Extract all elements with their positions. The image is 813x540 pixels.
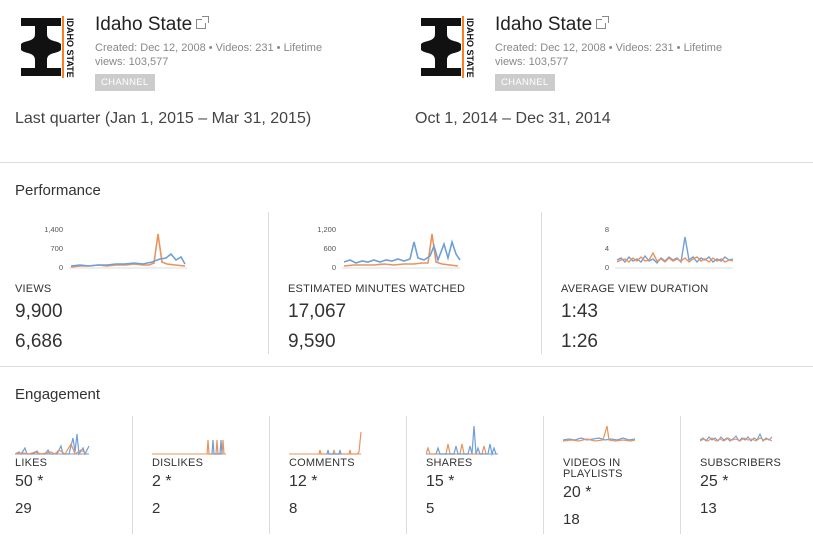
metric-views: VIEWS 9,900 6,686 xyxy=(15,284,63,353)
metric-label: VIDEOS IN PLAYLISTS xyxy=(563,457,623,480)
metric-subscribers: SUBSCRIBERS 25 * 13 xyxy=(700,457,782,518)
metric-label: VIEWS xyxy=(15,283,52,295)
metric-label: SHARES xyxy=(426,457,473,469)
external-link-icon[interactable] xyxy=(596,16,610,29)
metric-current: 50 * xyxy=(15,473,44,490)
svg-text:1,400: 1,400 xyxy=(44,225,63,234)
metric-likes: LIKES 50 * 29 xyxy=(15,457,48,518)
divider xyxy=(0,162,813,163)
metric-current: 20 * xyxy=(563,484,592,501)
column-divider xyxy=(268,212,269,354)
column-divider xyxy=(541,212,542,354)
metric-previous: 29 xyxy=(15,500,32,517)
metric-current: 17,067 xyxy=(288,301,347,322)
channel-meta: Created: Dec 12, 2008 • Videos: 231 • Li… xyxy=(95,42,323,68)
metric-dislikes: DISLIKES 2 * 2 xyxy=(152,457,204,518)
metric-label: ESTIMATED MINUTES WATCHED xyxy=(288,283,466,295)
metric-current: 2 * xyxy=(152,473,172,490)
svg-text:4: 4 xyxy=(605,244,609,253)
svg-text:1,200: 1,200 xyxy=(317,225,336,234)
metric-videos-in-playlists: VIDEOS IN PLAYLISTS 20 * 18 xyxy=(563,457,643,529)
channel-badge: CHANNEL xyxy=(95,74,155,91)
channel-meta: Created: Dec 12, 2008 • Videos: 231 • Li… xyxy=(495,42,723,68)
metric-label: COMMENTS xyxy=(289,457,355,469)
svg-text:600: 600 xyxy=(323,244,336,253)
metric-previous: 2 xyxy=(152,500,161,517)
channel-logo[interactable]: IDAHO STATE xyxy=(417,12,481,82)
metric-previous: 13 xyxy=(700,500,717,517)
metric-current: 12 * xyxy=(289,473,318,490)
metric-current: 15 * xyxy=(426,473,455,490)
logo-text: IDAHO STATE xyxy=(65,18,75,78)
metric-label: DISLIKES xyxy=(152,457,204,469)
views-sparkline[interactable]: 1,400 700 0 xyxy=(35,224,195,279)
date-range-previous[interactable]: Oct 1, 2014 – Dec 31, 2014 xyxy=(415,110,611,127)
engagement-title: Engagement xyxy=(15,386,101,403)
divider xyxy=(0,366,813,367)
metric-previous: 8 xyxy=(289,500,298,517)
metric-label: AVERAGE VIEW DURATION xyxy=(561,283,709,295)
metric-current: 25 * xyxy=(700,473,729,490)
channel-logo[interactable]: IDAHO STATE xyxy=(17,12,81,82)
svg-text:8: 8 xyxy=(605,225,609,234)
channel-name[interactable]: Idaho State xyxy=(495,14,593,35)
metric-label: SUBSCRIBERS xyxy=(700,457,782,469)
metric-comments: COMMENTS 12 * 8 xyxy=(289,457,355,518)
svg-text:0: 0 xyxy=(605,263,609,272)
metric-minutes-watched: ESTIMATED MINUTES WATCHED 17,067 9,590 xyxy=(288,284,465,353)
playlists-sparkline[interactable] xyxy=(562,420,639,451)
shares-sparkline[interactable] xyxy=(425,424,502,463)
comments-sparkline[interactable] xyxy=(289,428,365,463)
column-divider xyxy=(406,416,407,534)
likes-sparkline[interactable] xyxy=(14,428,91,463)
minutes-sparkline[interactable]: 1,200 600 0 xyxy=(308,224,468,279)
external-link-icon[interactable] xyxy=(196,16,210,29)
metric-previous: 18 xyxy=(563,511,580,528)
performance-title: Performance xyxy=(15,182,101,199)
logo-text: IDAHO STATE xyxy=(465,18,475,78)
metric-previous: 6,686 xyxy=(15,331,63,352)
subscribers-sparkline[interactable] xyxy=(699,428,776,455)
svg-text:0: 0 xyxy=(59,263,63,272)
date-range-current[interactable]: Last quarter (Jan 1, 2015 – Mar 31, 2015… xyxy=(15,110,312,127)
column-divider xyxy=(132,416,133,534)
column-divider xyxy=(269,416,270,534)
svg-text:0: 0 xyxy=(332,263,336,272)
svg-text:700: 700 xyxy=(50,244,63,253)
metric-current: 9,900 xyxy=(15,301,63,322)
column-divider xyxy=(680,416,681,534)
avg-duration-sparkline[interactable]: 8 4 0 xyxy=(581,224,741,279)
column-divider xyxy=(543,416,544,534)
metric-previous: 5 xyxy=(426,500,435,517)
metric-previous: 9,590 xyxy=(288,331,336,352)
channel-badge: CHANNEL xyxy=(495,74,555,91)
metric-avg-view-duration: AVERAGE VIEW DURATION 1:43 1:26 xyxy=(561,284,708,353)
metric-previous: 1:26 xyxy=(561,331,598,352)
metric-label: LIKES xyxy=(15,457,48,469)
channel-name[interactable]: Idaho State xyxy=(95,14,193,35)
metric-shares: SHARES 15 * 5 xyxy=(426,457,473,518)
dislikes-sparkline[interactable] xyxy=(152,428,228,463)
metric-current: 1:43 xyxy=(561,301,598,322)
